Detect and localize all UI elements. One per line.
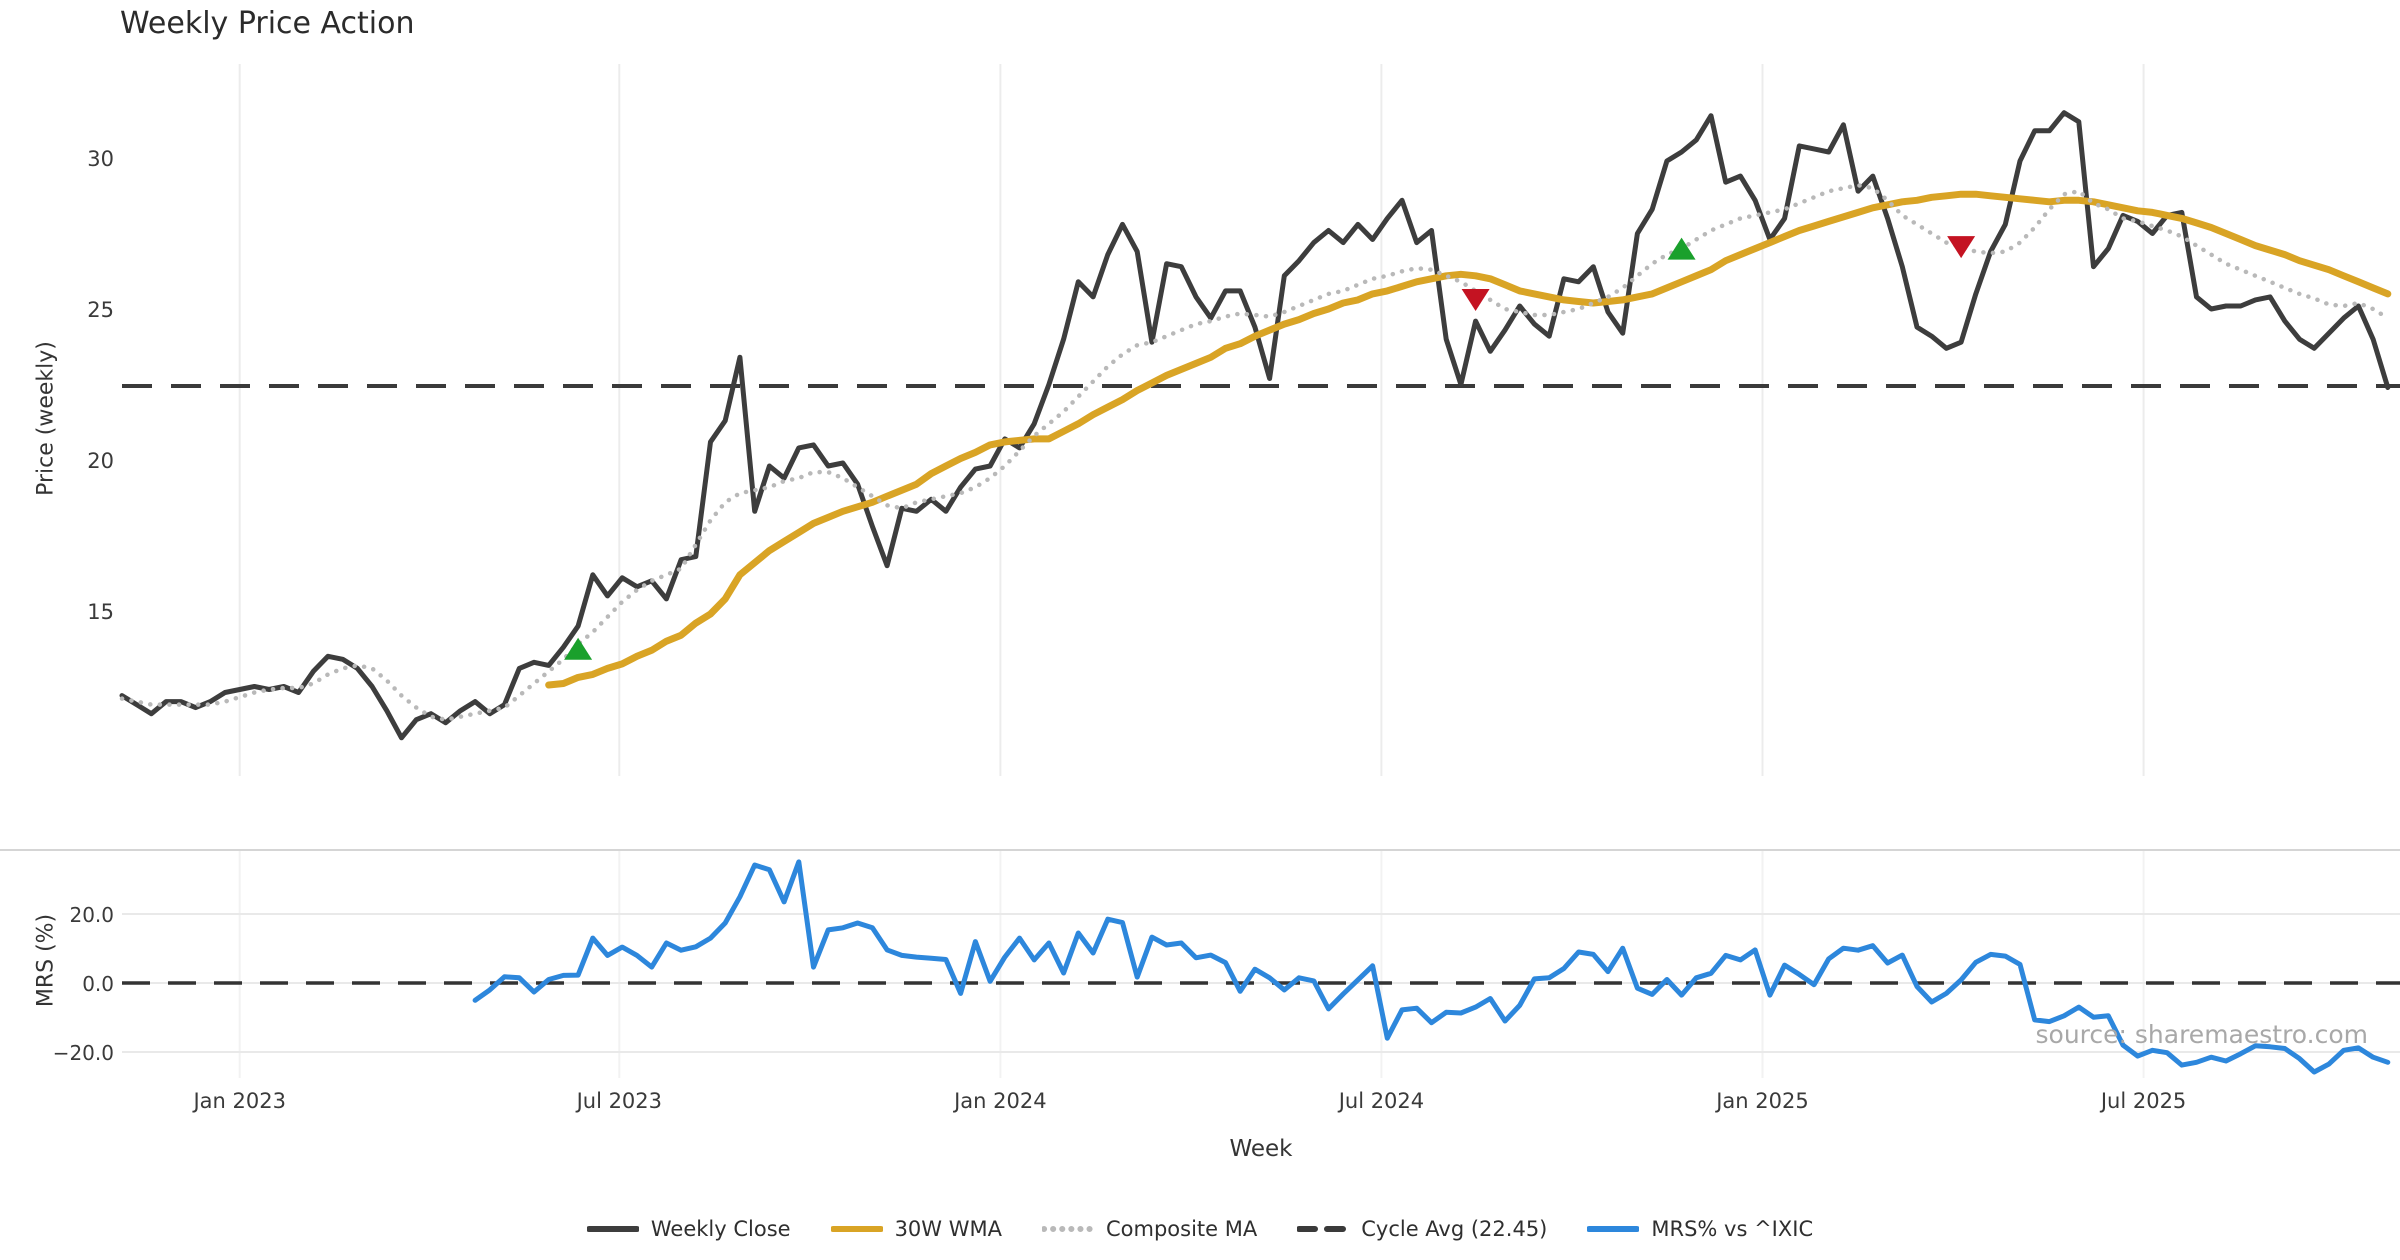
legend-label: MRS% vs ^IXIC bbox=[1651, 1217, 1814, 1241]
x-axis-title: Week bbox=[1229, 1136, 1293, 1162]
x-tick-label: Jan 2025 bbox=[1714, 1089, 1809, 1113]
mrs-axis-title: MRS (%) bbox=[33, 913, 59, 1008]
legend-item: Weekly Close bbox=[586, 1217, 791, 1241]
sell-signal-icon bbox=[1947, 236, 1976, 259]
page-title: Weekly Price Action bbox=[120, 6, 415, 41]
weekly-close-line bbox=[119, 110, 2391, 741]
legend-line-sample bbox=[830, 1226, 883, 1232]
mrs-tick-label: −20.0 bbox=[53, 1041, 114, 1065]
legend-label: 30W WMA bbox=[894, 1217, 1002, 1241]
legend-item: Cycle Avg (22.45) bbox=[1297, 1217, 1547, 1241]
x-tick-label: Jan 2024 bbox=[952, 1089, 1047, 1113]
legend-item: Composite MA bbox=[1041, 1217, 1258, 1241]
legend-label: Composite MA bbox=[1105, 1217, 1258, 1241]
x-tick-label: Jul 2025 bbox=[2099, 1089, 2186, 1113]
buy-signal-icon bbox=[1667, 237, 1696, 260]
mrs-line bbox=[472, 859, 2391, 1075]
x-tick-label: Jan 2023 bbox=[191, 1089, 286, 1113]
price-axis-title: Price (weekly) bbox=[33, 341, 59, 496]
price-tick-label: 30 bbox=[87, 147, 114, 171]
legend-item: MRS% vs ^IXIC bbox=[1587, 1217, 1813, 1241]
legend-line-sample bbox=[1297, 1226, 1350, 1232]
legend-item: 30W WMA bbox=[830, 1217, 1002, 1241]
legend-label: Weekly Close bbox=[650, 1217, 791, 1241]
composite-ma-line bbox=[119, 182, 2391, 722]
price-tick-label: 20 bbox=[87, 449, 114, 473]
legend-line-sample bbox=[586, 1226, 639, 1232]
legend-line-sample bbox=[1041, 1226, 1094, 1232]
x-tick-label: Jul 2023 bbox=[575, 1089, 662, 1113]
wma-line bbox=[545, 190, 2392, 689]
sell-signal-icon bbox=[1461, 288, 1490, 311]
x-tick-label: Jul 2024 bbox=[1337, 1089, 1424, 1113]
price-tick-label: 15 bbox=[87, 600, 114, 624]
legend-line-sample bbox=[1587, 1226, 1640, 1232]
buy-signal-icon bbox=[564, 637, 593, 660]
legend: Weekly Close 30W WMA Composite MA Cycle Avg… bbox=[0, 1206, 2400, 1252]
mrs-tick-label: 20.0 bbox=[69, 903, 114, 927]
legend-label: Cycle Avg (22.45) bbox=[1361, 1217, 1548, 1241]
mrs-tick-label: 0.0 bbox=[82, 972, 114, 996]
source-attribution: source: sharemaestro.com bbox=[2035, 1020, 2369, 1049]
price-tick-label: 25 bbox=[87, 298, 114, 322]
